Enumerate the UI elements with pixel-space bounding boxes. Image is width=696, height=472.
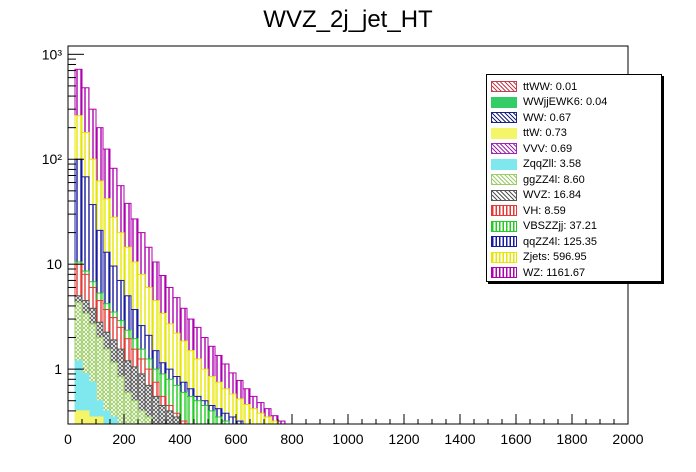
- legend-entry-ggzz4l: ggZZ4l: 8.60: [491, 172, 585, 187]
- bar-zjets-bin-26: [249, 408, 258, 425]
- legend-swatch: [491, 267, 517, 278]
- bar-vbszzjj-bin-18: [193, 400, 202, 425]
- bar-vbszzjj-bin-20: [207, 410, 216, 425]
- bar-zqqzll-bin-5: [102, 410, 111, 425]
- bar-zjets-bin-25: [242, 404, 251, 425]
- bar-vbszzjj-bin-21: [214, 416, 223, 425]
- legend-swatch: [491, 158, 517, 170]
- legend-label: WZ: 1161.67: [523, 266, 586, 279]
- legend-label: WW: 0.67: [523, 111, 572, 124]
- bar-wvz-bin-13: [158, 405, 167, 425]
- bar-zjets-bin-27: [256, 412, 265, 425]
- legend-label: VVV: 0.69: [523, 142, 573, 155]
- bar-qqzz4l-bin-23: [228, 416, 237, 425]
- x-tick-label: 0: [64, 431, 72, 447]
- legend-swatch: [491, 81, 517, 92]
- legend-label: VBSZZjj: 37.21: [523, 220, 597, 232]
- legend-label: ggZZ4l: 8.60: [523, 173, 585, 186]
- bar-zqqzll-bin-6: [109, 416, 118, 425]
- chart-title: WVZ_2j_jet_HT: [263, 6, 433, 33]
- legend-label: Zjets: 596.95: [523, 251, 587, 263]
- legend-label: VH: 8.59: [523, 204, 566, 217]
- legend-label: ttW: 0.73: [523, 127, 567, 139]
- legend-swatch: [491, 251, 517, 263]
- bar-ttw-bin-1: [74, 410, 83, 425]
- legend-label: ttWW: 0.01: [523, 80, 578, 93]
- x-tick-label: 200: [112, 431, 136, 447]
- bar-wvz-bin-14: [165, 410, 174, 425]
- stack-bars: [74, 68, 286, 425]
- x-tick-label: 400: [168, 431, 192, 447]
- x-tick-label: 1000: [332, 431, 363, 447]
- legend-swatch: [491, 96, 517, 108]
- bar-ttw-bin-3: [88, 416, 97, 425]
- legend-label: WWjjEWK6: 0.04: [523, 96, 608, 108]
- legend-swatch: [491, 112, 517, 123]
- bar-zjets-bin-24: [235, 398, 244, 425]
- legend-swatch: [491, 220, 517, 232]
- legend-entry-ww: WW: 0.67: [491, 110, 571, 125]
- legend-entry-wvz: WVZ: 16.84: [491, 188, 581, 203]
- bar-ggzz4l-bin-7: [116, 376, 125, 425]
- bar-ggzz4l-bin-11: [144, 416, 153, 425]
- legend-label: qqZZ4l: 125.35: [523, 235, 597, 248]
- legend-label: ZqqZll: 3.58: [523, 158, 582, 170]
- y-tick-label: 10: [46, 256, 62, 272]
- bar-ggzz4l-bin-8: [123, 391, 132, 425]
- legend-box: ttWW: 0.01 WWjjEWK6: 0.04 WW: 0.67 ttW: 0.7…: [486, 74, 662, 282]
- y-tick-label: 1: [54, 361, 62, 377]
- x-tick-label: 1600: [500, 431, 531, 447]
- legend-entry-ttww: ttWW: 0.01: [491, 79, 577, 94]
- legend-entry-wwjjewk6: WWjjEWK6: 0.04: [491, 95, 607, 110]
- legend-label: WVZ: 16.84: [523, 189, 582, 201]
- x-tick-label: 1200: [388, 431, 419, 447]
- x-tick-label: 1800: [556, 431, 587, 447]
- bar-ttw-bin-4: [95, 416, 104, 425]
- legend-swatch: [491, 174, 517, 185]
- legend-swatch: [491, 127, 517, 139]
- legend-entry-zqqzll: ZqqZll: 3.58: [491, 157, 581, 172]
- legend-entry-vvv: VVV: 0.69: [491, 141, 572, 156]
- legend-swatch: [491, 143, 517, 154]
- bar-ttw-bin-2: [81, 410, 90, 425]
- x-tick-label: 2000: [612, 431, 643, 447]
- legend-entry-ttw: ttW: 0.73: [491, 126, 567, 141]
- legend-swatch: [491, 236, 517, 247]
- bar-vbszzjj-bin-17: [186, 395, 195, 425]
- x-tick-label: 1400: [444, 431, 475, 447]
- bar-vbszzjj-bin-16: [179, 391, 188, 425]
- x-tick-label: 600: [224, 431, 248, 447]
- bar-ggzz4l-bin-9: [130, 400, 139, 425]
- legend-swatch: [491, 189, 517, 201]
- bar-ggzz4l-bin-6: [109, 362, 118, 425]
- x-tick-label: 800: [280, 431, 304, 447]
- legend-entry-vh: VH: 8.59: [491, 203, 566, 218]
- legend-entry-vbszzjj: VBSZZjj: 37.21: [491, 219, 597, 234]
- y-tick-label: 10³: [42, 46, 63, 62]
- bar-ggzz4l-bin-10: [137, 410, 146, 425]
- bar-wvz-bin-15: [172, 416, 181, 425]
- legend-entry-zjets: Zjets: 596.95: [491, 250, 587, 265]
- bar-zjets-bin-28: [263, 416, 272, 425]
- bar-vbszzjj-bin-19: [200, 405, 209, 425]
- legend-swatch: [491, 205, 517, 216]
- legend-entry-qqzz4l: qqZZ4l: 125.35: [491, 234, 597, 249]
- bar-wvz-bin-12: [151, 395, 160, 425]
- y-tick-label: 10²: [42, 151, 63, 167]
- legend-entry-wz: WZ: 1161.67: [491, 265, 585, 280]
